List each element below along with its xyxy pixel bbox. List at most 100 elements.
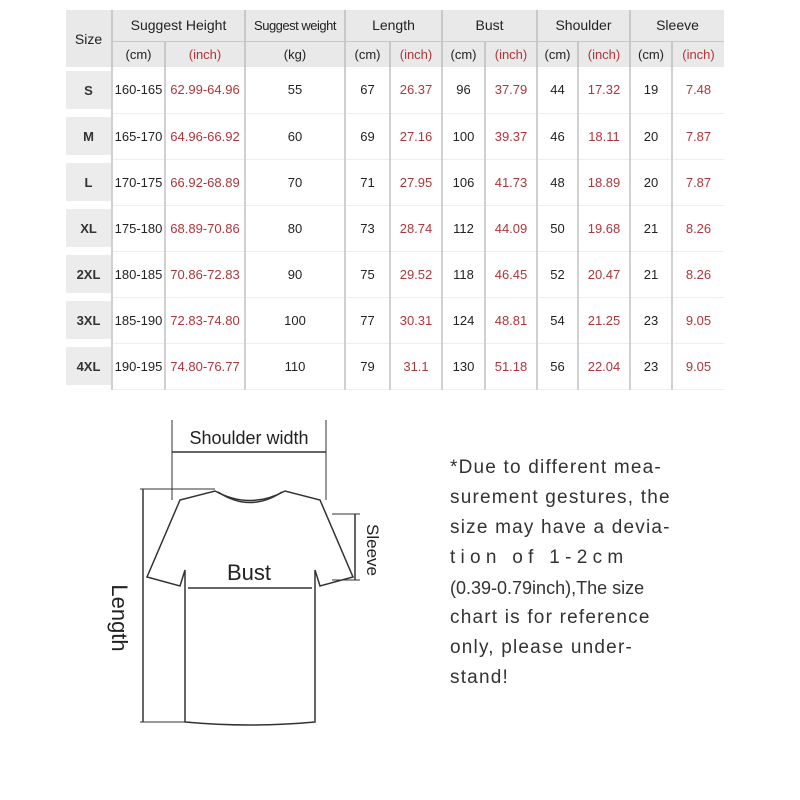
cell-size: 4XL xyxy=(66,343,112,389)
cell-height-inch: 68.89-70.86 xyxy=(164,205,245,252)
cell-shoulder-cm: 50 xyxy=(536,205,578,252)
label-length: Length xyxy=(107,584,132,651)
cell-bust-inch: 51.18 xyxy=(484,343,537,390)
cell-sleeve-cm: 23 xyxy=(629,297,672,344)
unit-inch: (inch) xyxy=(389,40,442,67)
table-row: XL 175-180 68.89-70.86 80 73 28.74 112 44.09 50 1… xyxy=(66,205,724,252)
cell-sleeve-inch: 8.26 xyxy=(671,205,724,252)
note-line: t i o n o f 1 - 2 c m xyxy=(450,547,624,568)
cell-sleeve-cm: 23 xyxy=(629,343,672,390)
cell-weight-kg: 55 xyxy=(244,67,345,114)
note-line: size may have a devia- xyxy=(450,517,671,538)
cell-size: L xyxy=(66,159,112,205)
cell-size: M xyxy=(66,113,112,159)
size-label: 2XL xyxy=(66,255,111,293)
unit-cm: (cm) xyxy=(629,40,672,67)
cell-height-cm: 175-180 xyxy=(111,205,165,252)
cell-length-inch: 27.16 xyxy=(389,113,442,160)
cell-height-cm: 185-190 xyxy=(111,297,165,344)
table-row: 4XL 190-195 74.80-76.77 110 79 31.1 130 51.18 56… xyxy=(66,343,724,390)
cell-sleeve-cm: 21 xyxy=(629,251,672,298)
cell-size: S xyxy=(66,67,112,113)
cell-shoulder-cm: 54 xyxy=(536,297,578,344)
cell-size: XL xyxy=(66,205,112,251)
unit-cm: (cm) xyxy=(536,40,578,67)
cell-shoulder-inch: 19.68 xyxy=(577,205,630,252)
cell-sleeve-inch: 7.87 xyxy=(671,159,724,206)
unit-inch: (inch) xyxy=(577,40,630,67)
cell-bust-cm: 124 xyxy=(441,297,485,344)
cell-length-cm: 79 xyxy=(344,343,390,390)
tshirt-diagram: Shoulder width Bust Length Sleeve xyxy=(107,420,382,726)
cell-bust-inch: 37.79 xyxy=(484,67,537,114)
cell-bust-cm: 100 xyxy=(441,113,485,160)
header-length: Length xyxy=(344,10,442,41)
cell-shoulder-cm: 48 xyxy=(536,159,578,206)
cell-height-cm: 160-165 xyxy=(111,67,165,114)
cell-height-inch: 74.80-76.77 xyxy=(164,343,245,390)
size-label: M xyxy=(66,117,111,155)
cell-shoulder-inch: 18.89 xyxy=(577,159,630,206)
header-shoulder: Shoulder xyxy=(536,10,630,41)
cell-weight-kg: 70 xyxy=(244,159,345,206)
header-sleeve: Sleeve xyxy=(629,10,724,41)
cell-weight-kg: 60 xyxy=(244,113,345,160)
header-bust: Bust xyxy=(441,10,537,41)
cell-length-cm: 67 xyxy=(344,67,390,114)
cell-bust-inch: 44.09 xyxy=(484,205,537,252)
cell-height-cm: 170-175 xyxy=(111,159,165,206)
header-size: Size xyxy=(66,10,112,67)
cell-shoulder-cm: 56 xyxy=(536,343,578,390)
cell-height-inch: 66.92-68.89 xyxy=(164,159,245,206)
cell-length-cm: 77 xyxy=(344,297,390,344)
cell-sleeve-inch: 9.05 xyxy=(671,297,724,344)
cell-length-cm: 71 xyxy=(344,159,390,206)
cell-length-cm: 69 xyxy=(344,113,390,160)
cell-length-inch: 30.31 xyxy=(389,297,442,344)
table-row: S 160-165 62.99-64.96 55 67 26.37 96 37.79 44 17.… xyxy=(66,67,724,114)
cell-sleeve-cm: 19 xyxy=(629,67,672,114)
cell-length-inch: 27.95 xyxy=(389,159,442,206)
cell-bust-inch: 41.73 xyxy=(484,159,537,206)
unit-inch: (inch) xyxy=(484,40,537,67)
header-height: Suggest Height xyxy=(111,10,245,41)
cell-shoulder-inch: 20.47 xyxy=(577,251,630,298)
note-line: only, please under- xyxy=(450,637,633,658)
unit-inch: (inch) xyxy=(671,40,724,67)
label-shoulder-width: Shoulder width xyxy=(189,428,308,448)
cell-shoulder-inch: 17.32 xyxy=(577,67,630,114)
cell-size: 3XL xyxy=(66,297,112,343)
cell-sleeve-cm: 20 xyxy=(629,113,672,160)
note-line: chart is for reference xyxy=(450,607,651,628)
measurement-note: *Due to different mea- surement gestures… xyxy=(450,453,690,693)
label-bust: Bust xyxy=(227,560,271,585)
cell-bust-inch: 39.37 xyxy=(484,113,537,160)
note-line: *Due to different mea- xyxy=(450,457,662,478)
cell-length-inch: 28.74 xyxy=(389,205,442,252)
cell-shoulder-cm: 46 xyxy=(536,113,578,160)
cell-length-cm: 75 xyxy=(344,251,390,298)
cell-shoulder-inch: 21.25 xyxy=(577,297,630,344)
cell-bust-cm: 130 xyxy=(441,343,485,390)
size-label: 3XL xyxy=(66,301,111,339)
cell-length-inch: 26.37 xyxy=(389,67,442,114)
cell-shoulder-cm: 52 xyxy=(536,251,578,298)
size-label: L xyxy=(66,163,111,201)
table-row: L 170-175 66.92-68.89 70 71 27.95 106 41.73 48 18… xyxy=(66,159,724,206)
cell-height-cm: 165-170 xyxy=(111,113,165,160)
cell-shoulder-inch: 22.04 xyxy=(577,343,630,390)
cell-height-inch: 64.96-66.92 xyxy=(164,113,245,160)
cell-bust-cm: 106 xyxy=(441,159,485,206)
cell-bust-cm: 112 xyxy=(441,205,485,252)
table-row: M 165-170 64.96-66.92 60 69 27.16 100 39.37 46 18… xyxy=(66,113,724,160)
cell-bust-inch: 46.45 xyxy=(484,251,537,298)
note-line: (0.39-0.79inch),The size xyxy=(450,578,645,598)
cell-length-cm: 73 xyxy=(344,205,390,252)
cell-weight-kg: 100 xyxy=(244,297,345,344)
cell-height-cm: 190-195 xyxy=(111,343,165,390)
size-label: 4XL xyxy=(66,347,111,385)
cell-height-cm: 180-185 xyxy=(111,251,165,298)
table-row: 3XL 185-190 72.83-74.80 100 77 30.31 124 48.81 5… xyxy=(66,297,724,344)
cell-sleeve-cm: 21 xyxy=(629,205,672,252)
cell-sleeve-cm: 20 xyxy=(629,159,672,206)
